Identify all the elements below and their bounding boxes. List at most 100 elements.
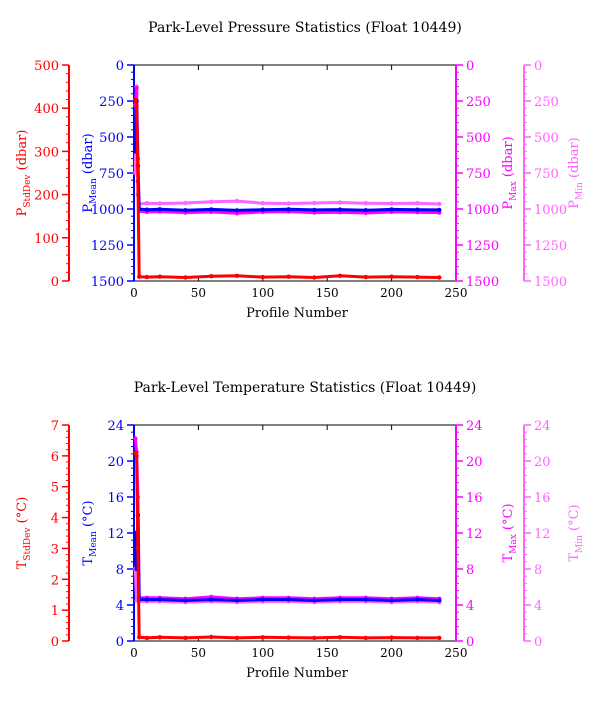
max-tick-label: 250 bbox=[466, 95, 491, 110]
min-axis-label: TMin (°C) bbox=[567, 504, 585, 561]
min-tick-label: 1000 bbox=[534, 203, 567, 218]
stddev-axis-label-main: P bbox=[15, 207, 30, 216]
stddev-point bbox=[144, 274, 150, 280]
min-axis-label-sub: Min bbox=[575, 535, 585, 553]
stddev-point bbox=[209, 634, 214, 640]
max-series bbox=[133, 85, 442, 216]
x-tick-label: 150 bbox=[316, 646, 339, 660]
x-tick-label: 250 bbox=[445, 286, 468, 300]
stddev-point bbox=[134, 103, 139, 109]
min-tick-label: 1250 bbox=[534, 239, 567, 254]
stddev-point bbox=[183, 635, 188, 641]
mean-point bbox=[389, 598, 394, 603]
max-axis-label-unit: (dbar) bbox=[501, 136, 516, 181]
max-axis-label-main: P bbox=[501, 201, 516, 210]
x-tick-label: 100 bbox=[251, 286, 274, 300]
x-tick-label: 50 bbox=[191, 646, 206, 660]
stddev-point bbox=[157, 635, 162, 640]
max-tick-label: 1250 bbox=[466, 239, 499, 254]
mean-point bbox=[389, 207, 394, 212]
max-tick-label: 0 bbox=[466, 635, 474, 650]
min-tick-label: 8 bbox=[534, 563, 542, 578]
stddev-point bbox=[144, 635, 150, 641]
stddev-axis-label-main: T bbox=[15, 560, 30, 569]
min-tick-label: 24 bbox=[534, 419, 551, 434]
mean-point bbox=[157, 207, 162, 212]
mean-point bbox=[337, 207, 343, 212]
max-tick-label: 500 bbox=[466, 131, 491, 146]
stddev-tick-label: 4 bbox=[51, 512, 59, 527]
mean-axis-label-sub: Mean bbox=[89, 178, 99, 204]
mean-tick-label: 24 bbox=[107, 419, 124, 434]
stddev-axis-label-sub: StdDev bbox=[23, 174, 33, 208]
min-axis-label-main: T bbox=[567, 553, 582, 562]
mean-point bbox=[415, 207, 420, 212]
stddev-point bbox=[415, 635, 420, 641]
mean-point bbox=[437, 207, 442, 213]
stddev-point bbox=[137, 635, 142, 640]
mean-point bbox=[234, 208, 240, 213]
stddev-point bbox=[234, 273, 240, 278]
x-axis-label: Profile Number bbox=[246, 306, 349, 321]
stddev-tick-label: 300 bbox=[34, 145, 59, 160]
min-tick-label: 16 bbox=[534, 491, 551, 506]
mean-tick-label: 4 bbox=[116, 599, 124, 614]
max-tick-label: 1500 bbox=[466, 275, 499, 290]
mean-series bbox=[133, 98, 442, 213]
stddev-axis-label-sub: StdDev bbox=[23, 527, 33, 561]
min-tick-label: 500 bbox=[534, 131, 559, 146]
stddev-point bbox=[437, 635, 442, 641]
min-point bbox=[144, 201, 150, 206]
stddev-point bbox=[389, 274, 394, 279]
min-axis-label-unit: (°C) bbox=[567, 504, 582, 535]
mean-axis-label-unit: (dbar) bbox=[81, 133, 96, 178]
stddev-series-line bbox=[133, 452, 440, 640]
stddev-point bbox=[312, 275, 317, 280]
min-point bbox=[337, 200, 343, 205]
min-tick-label: 750 bbox=[534, 167, 559, 182]
stddev-point bbox=[134, 453, 139, 459]
mean-tick-label: 1500 bbox=[91, 275, 124, 290]
min-tick-label: 20 bbox=[534, 455, 551, 470]
mean-point bbox=[363, 597, 368, 602]
x-tick-label: 100 bbox=[251, 646, 274, 660]
stddev-axis-label-unit: (dbar) bbox=[15, 130, 30, 175]
mean-series bbox=[133, 512, 442, 603]
min-point bbox=[389, 201, 394, 206]
stddev-axis-label-unit: (°C) bbox=[15, 497, 30, 528]
stddev-tick-label: 1 bbox=[51, 604, 59, 619]
mean-tick-label: 20 bbox=[107, 455, 124, 470]
temperature-panel: Park-Level Temperature Statistics (Float… bbox=[15, 380, 585, 681]
min-tick-label: 0 bbox=[534, 635, 542, 650]
stddev-point bbox=[183, 275, 188, 280]
mean-point bbox=[144, 597, 150, 602]
max-series-line bbox=[133, 438, 440, 601]
max-axis-label-sub: Max bbox=[509, 181, 519, 201]
min-series bbox=[133, 84, 442, 207]
stddev-point bbox=[133, 97, 138, 102]
stddev-point bbox=[363, 635, 368, 641]
max-tick-label: 1000 bbox=[466, 203, 499, 218]
mean-axis-label: PMean (dbar) bbox=[81, 133, 99, 212]
max-series bbox=[133, 436, 442, 601]
stddev-point bbox=[234, 635, 240, 641]
stddev-tick-label: 6 bbox=[51, 450, 59, 465]
min-tick-label: 250 bbox=[534, 95, 559, 110]
mean-axis-label-unit: (°C) bbox=[81, 500, 96, 531]
max-axis-label: PMax (dbar) bbox=[501, 136, 519, 209]
max-tick-label: 16 bbox=[466, 491, 483, 506]
chart-title: Park-Level Temperature Statistics (Float… bbox=[134, 380, 477, 396]
stddev-point bbox=[260, 274, 265, 280]
stddev-axis-label: PStdDev (dbar) bbox=[15, 130, 33, 217]
x-tick-label: 200 bbox=[380, 286, 403, 300]
mean-point bbox=[183, 598, 188, 603]
min-point bbox=[209, 199, 214, 204]
mean-series-line bbox=[133, 99, 440, 212]
mean-tick-label: 0 bbox=[116, 635, 124, 650]
x-tick-label: 150 bbox=[316, 286, 339, 300]
max-tick-label: 20 bbox=[466, 455, 483, 470]
stddev-tick-label: 7 bbox=[51, 419, 59, 434]
stddev-point bbox=[337, 273, 343, 278]
